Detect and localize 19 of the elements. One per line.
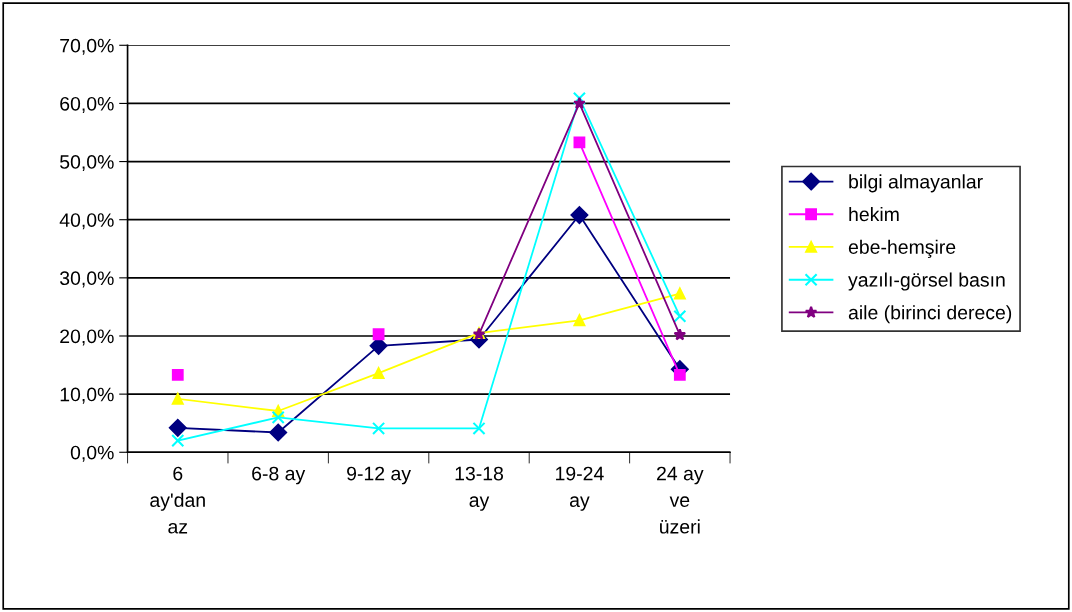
y-tick-label: 40,0% (59, 213, 114, 230)
y-tick-label: 50,0% (60, 155, 114, 172)
y-tick-label: 60,0% (60, 96, 114, 113)
y-tick-label: 20,0% (60, 329, 114, 346)
x-tick-label: 19-24 ay (556, 466, 604, 511)
x-tick-label: 24 ay ve üzeri (657, 466, 704, 534)
y-tick-label: 70,0% (60, 38, 114, 55)
x-tick-label: 6 ay'dan az (150, 466, 205, 534)
legend-label: bilgi almayanlar (849, 174, 983, 193)
legend-label: yazılı-görsel basın (848, 272, 1005, 291)
y-tick-label: 30,0% (59, 271, 114, 288)
y-tick-label: 0,0% (70, 445, 114, 462)
x-tick-label: 6-8 ay (252, 466, 306, 485)
x-tick-label: 9-12 ay (347, 466, 411, 485)
y-tick-label: 10,0% (60, 387, 114, 404)
legend-label: hekim (849, 206, 899, 222)
legend-label: aile (birinci derece) (848, 305, 1012, 324)
x-tick-label: 13-18 ay (455, 466, 504, 511)
legend-label: ebe-hemşire (848, 239, 956, 258)
